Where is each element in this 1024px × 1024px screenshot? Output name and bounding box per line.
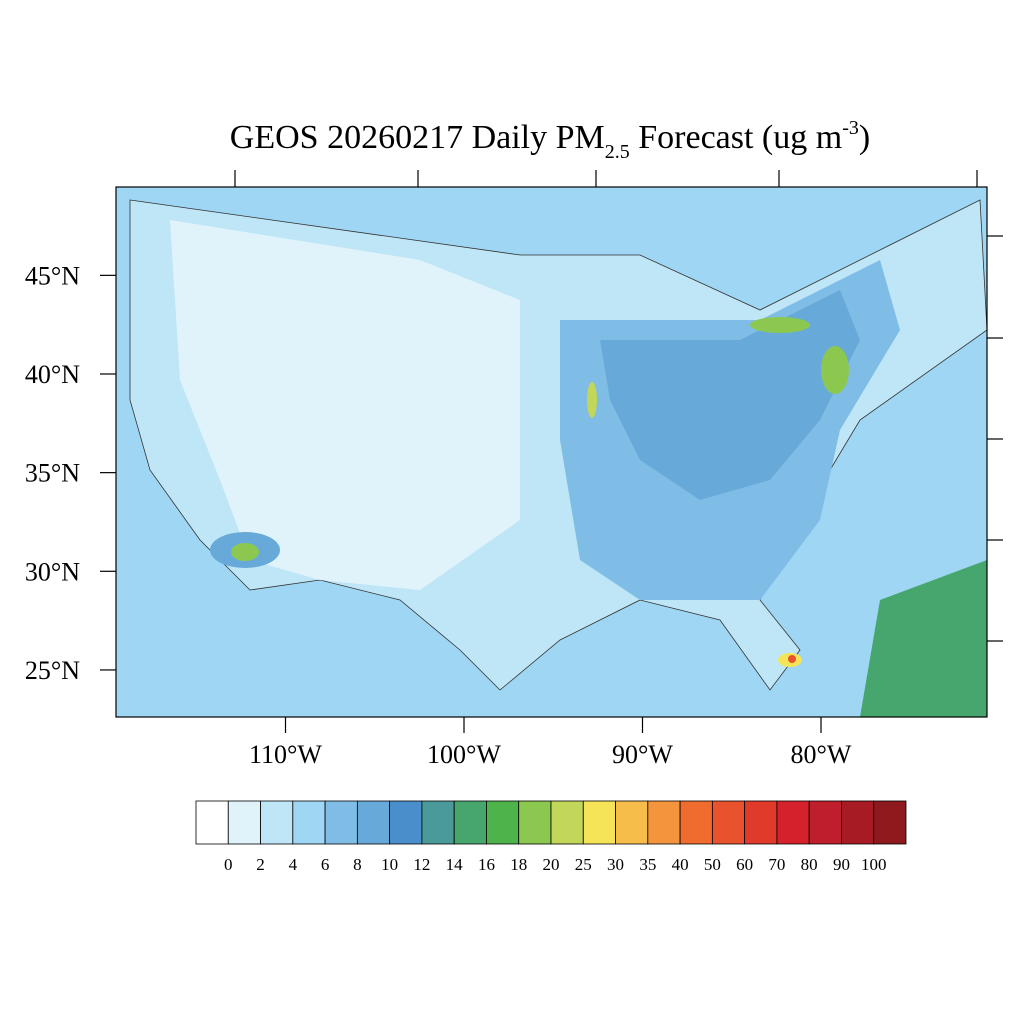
clean-region (170, 220, 520, 590)
lon-label: 80°W (791, 740, 852, 769)
colorbar-label: 70 (768, 855, 785, 874)
hotspot (231, 543, 259, 561)
colorbar-box (227, 800, 261, 845)
caribbean-region (860, 560, 987, 717)
lon-label: 100°W (427, 740, 501, 769)
colorbar-label: 90 (833, 855, 850, 874)
lon-label: 90°W (612, 740, 673, 769)
colorbar-label: 8 (353, 855, 362, 874)
colorbar-label: 4 (289, 855, 298, 874)
colorbar-label: 100 (861, 855, 887, 874)
colorbar-label: 60 (736, 855, 753, 874)
colorbar-box (453, 800, 487, 845)
title: GEOS 20260217 Daily PM2.5 Forecast (ug m… (230, 117, 870, 163)
colorbar-box (292, 800, 326, 845)
colorbar-box (744, 800, 778, 845)
colorbar-label: 50 (704, 855, 721, 874)
colorbar-label: 6 (321, 855, 330, 874)
colorbar-label: 2 (256, 855, 265, 874)
colorbar-box (550, 800, 584, 845)
title-text: Forecast (ug m (630, 119, 842, 156)
colorbar-box (324, 800, 358, 845)
colorbar-box (647, 800, 681, 845)
colorbar-label: 14 (446, 855, 464, 874)
colorbar-box (195, 800, 229, 845)
colorbar-box (389, 800, 423, 845)
lat-label: 35°N (25, 459, 80, 488)
lon-label: 110°W (249, 740, 322, 769)
higher-region (600, 290, 860, 500)
hotspot (750, 317, 810, 333)
colorbar-box (582, 800, 616, 845)
colorbar-label: 20 (543, 855, 560, 874)
map-field (116, 187, 987, 717)
colorbar-label: 35 (639, 855, 656, 874)
colorbar-box (356, 800, 391, 845)
colorbar-label: 0 (224, 855, 233, 874)
colorbar-box (615, 800, 649, 845)
colorbar-box (486, 800, 520, 845)
colorbar-label: 16 (478, 855, 495, 874)
colorbar-label: 10 (381, 855, 398, 874)
title-text: GEOS 20260217 Daily PM (230, 119, 605, 156)
colorbar-box (776, 800, 810, 845)
colorbar-label: 30 (607, 855, 624, 874)
colorbar-box (679, 800, 713, 845)
hotspot (821, 346, 849, 394)
lat-label: 40°N (25, 360, 80, 389)
colorbar-label: 12 (413, 855, 430, 874)
lat-label: 45°N (25, 261, 80, 290)
colorbar-label: 18 (510, 855, 527, 874)
lat-label: 30°N (25, 557, 80, 586)
hotspot (587, 382, 597, 418)
colorbar-box (711, 800, 746, 845)
lat-label: 25°N (25, 656, 80, 685)
colorbar-label: 25 (575, 855, 592, 874)
title-subscript: 2.5 (605, 141, 630, 163)
map-frame (115, 186, 988, 718)
colorbar-label: 40 (672, 855, 689, 874)
title-text: ) (859, 119, 870, 156)
title-superscript: -3 (842, 117, 859, 139)
colorbar-label: 80 (801, 855, 818, 874)
colorbar-box (421, 800, 455, 845)
hotspot (788, 655, 796, 663)
colorbar-box (260, 800, 294, 845)
colorbar-box (518, 800, 552, 845)
colorbar-box (808, 800, 842, 845)
colorbar-box (873, 800, 907, 845)
top-ticks (234, 170, 1003, 642)
colorbar-box (841, 800, 875, 845)
